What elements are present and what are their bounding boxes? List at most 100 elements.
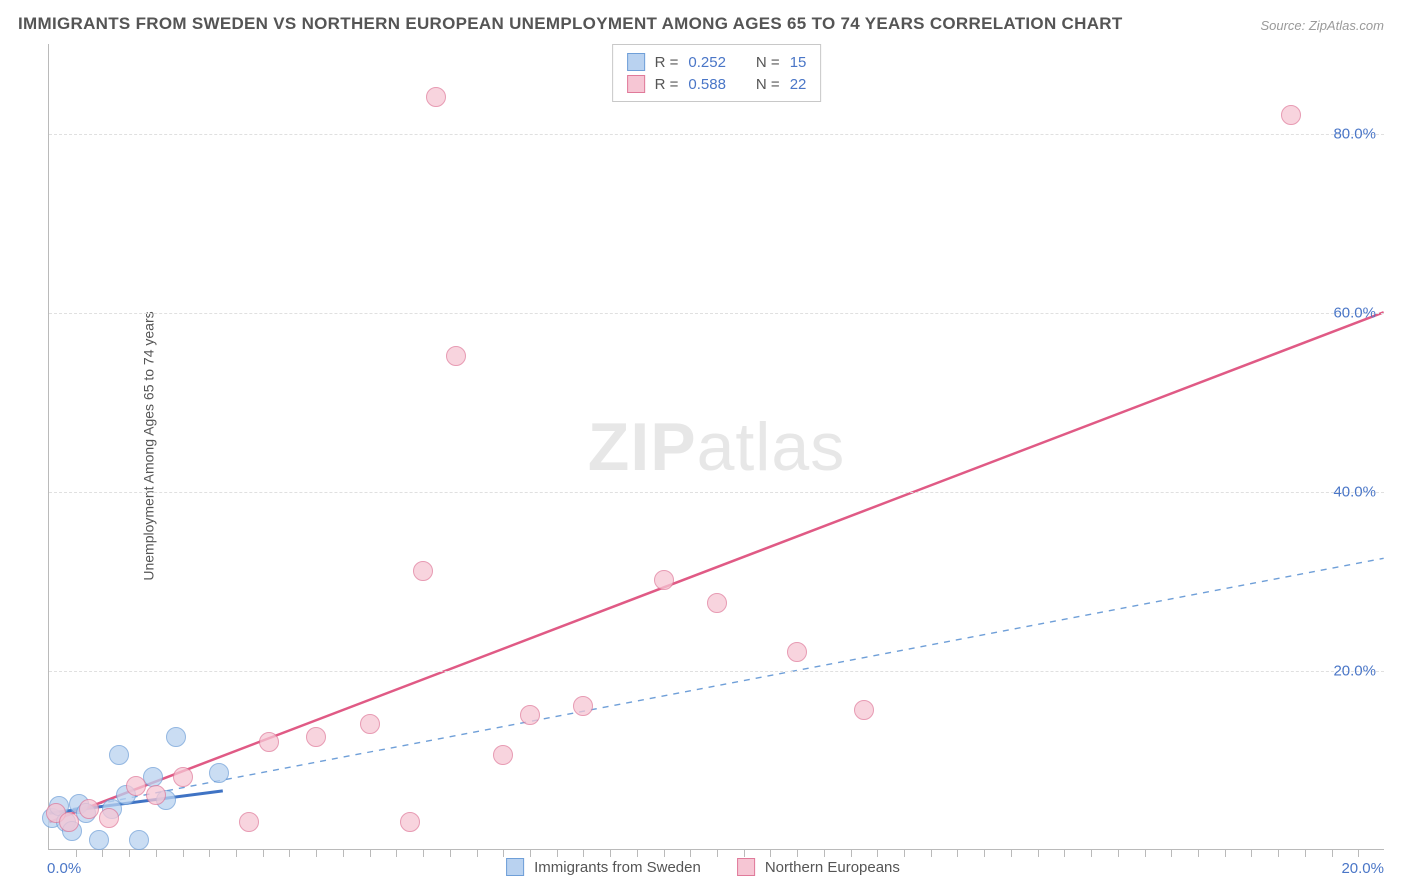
data-point-sweden [89, 830, 109, 850]
x-tick [583, 849, 584, 857]
data-point-northern [99, 808, 119, 828]
x-tick [370, 849, 371, 857]
x-tick [637, 849, 638, 857]
legend-swatch [627, 53, 645, 71]
x-tick [824, 849, 825, 857]
x-tick [1064, 849, 1065, 857]
data-point-northern [573, 696, 593, 716]
data-point-northern [1281, 105, 1301, 125]
data-point-northern [654, 570, 674, 590]
data-point-northern [787, 642, 807, 662]
trend-lines-layer [49, 44, 1384, 849]
x-tick-label: 20.0% [1341, 860, 1384, 877]
x-tick [1278, 849, 1279, 857]
x-tick [1332, 849, 1333, 857]
legend-swatch [737, 858, 755, 876]
scatter-plot-area: ZIPatlas R =0.252N =15R =0.588N =22 20.0… [48, 44, 1384, 850]
x-tick [1011, 849, 1012, 857]
watermark: ZIPatlas [588, 408, 845, 486]
x-tick [156, 849, 157, 857]
x-tick [530, 849, 531, 857]
x-tick [797, 849, 798, 857]
r-label: R = [655, 76, 679, 93]
legend-label: Immigrants from Sweden [534, 859, 701, 876]
source-value: ZipAtlas.com [1309, 18, 1384, 33]
data-point-sweden [129, 830, 149, 850]
legend-swatch [627, 75, 645, 93]
x-tick [1091, 849, 1092, 857]
x-tick [343, 849, 344, 857]
gridline [49, 134, 1384, 135]
data-point-northern [493, 745, 513, 765]
x-tick [770, 849, 771, 857]
data-point-northern [259, 732, 279, 752]
x-tick [1198, 849, 1199, 857]
trend-line [49, 312, 1383, 822]
y-tick-label: 40.0% [1333, 483, 1376, 500]
x-tick [1305, 849, 1306, 857]
r-label: R = [655, 54, 679, 71]
x-tick [1358, 849, 1359, 857]
data-point-northern [413, 561, 433, 581]
data-point-northern [146, 785, 166, 805]
x-tick [316, 849, 317, 857]
n-label: N = [756, 76, 780, 93]
x-tick [129, 849, 130, 857]
data-point-northern [360, 714, 380, 734]
legend-swatch [506, 858, 524, 876]
x-tick [289, 849, 290, 857]
watermark-thin: atlas [697, 409, 846, 485]
x-tick [477, 849, 478, 857]
data-point-northern [173, 767, 193, 787]
x-tick [610, 849, 611, 857]
data-point-northern [854, 700, 874, 720]
r-value: 0.588 [688, 76, 726, 93]
x-tick [1118, 849, 1119, 857]
data-point-northern [446, 346, 466, 366]
n-value: 22 [790, 76, 807, 93]
gridline [49, 492, 1384, 493]
x-tick [236, 849, 237, 857]
x-tick [263, 849, 264, 857]
x-tick [557, 849, 558, 857]
x-tick [931, 849, 932, 857]
gridline [49, 671, 1384, 672]
x-tick [1251, 849, 1252, 857]
y-tick-label: 20.0% [1333, 662, 1376, 679]
y-tick-label: 80.0% [1333, 125, 1376, 142]
data-point-northern [239, 812, 259, 832]
source-label: Source: [1260, 18, 1308, 33]
data-point-sweden [109, 745, 129, 765]
x-tick-label: 0.0% [47, 860, 81, 877]
correlation-legend: R =0.252N =15R =0.588N =22 [612, 44, 822, 102]
data-point-northern [426, 87, 446, 107]
x-tick [503, 849, 504, 857]
chart-title: IMMIGRANTS FROM SWEDEN VS NORTHERN EUROP… [18, 14, 1123, 34]
data-point-sweden [209, 763, 229, 783]
x-tick [717, 849, 718, 857]
source-attribution: Source: ZipAtlas.com [1260, 18, 1384, 33]
x-tick [209, 849, 210, 857]
data-point-northern [306, 727, 326, 747]
x-tick [957, 849, 958, 857]
r-value: 0.252 [688, 54, 726, 71]
x-tick [1145, 849, 1146, 857]
data-point-northern [400, 812, 420, 832]
n-label: N = [756, 54, 780, 71]
data-point-northern [126, 776, 146, 796]
x-tick [1171, 849, 1172, 857]
x-tick [450, 849, 451, 857]
data-point-northern [59, 812, 79, 832]
data-point-northern [707, 593, 727, 613]
x-tick [744, 849, 745, 857]
legend-item: Northern Europeans [737, 858, 900, 876]
x-tick [183, 849, 184, 857]
legend-item: Immigrants from Sweden [506, 858, 701, 876]
x-tick [690, 849, 691, 857]
x-tick [423, 849, 424, 857]
x-tick [851, 849, 852, 857]
y-tick-label: 60.0% [1333, 304, 1376, 321]
x-tick [984, 849, 985, 857]
x-tick [904, 849, 905, 857]
legend-label: Northern Europeans [765, 859, 900, 876]
